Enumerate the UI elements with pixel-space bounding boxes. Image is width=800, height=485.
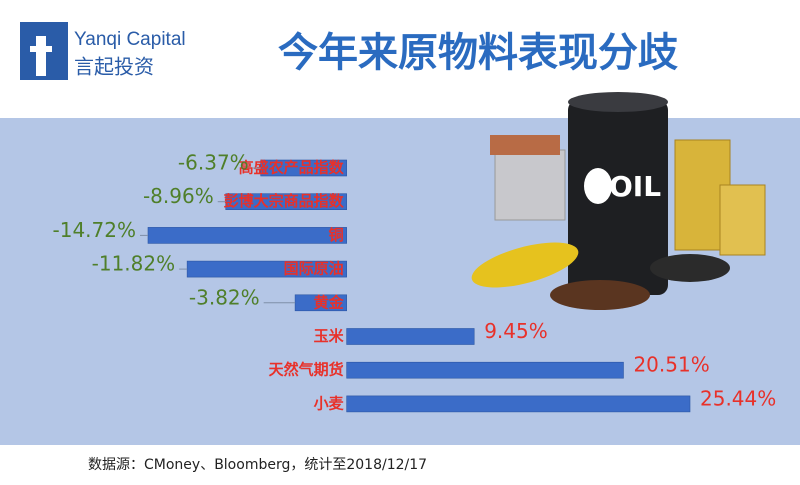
category-label: 高盛农产品指数 xyxy=(239,159,345,177)
category-label: 彭博大宗商品指数 xyxy=(224,192,345,210)
illustration-label: OIL xyxy=(609,170,661,203)
value-label: -14.72% xyxy=(53,218,136,242)
logo-chinese: 言起投资 xyxy=(74,55,154,79)
value-label: -8.96% xyxy=(143,184,214,208)
value-label: -11.82% xyxy=(92,252,175,276)
category-label: 天然气期货 xyxy=(269,361,344,379)
value-label: 20.51% xyxy=(633,353,709,377)
logo-name: Yanqi Capital xyxy=(74,29,186,50)
value-label: 25.44% xyxy=(700,386,776,410)
bar xyxy=(346,328,475,345)
category-label: 铜 xyxy=(329,226,344,244)
category-label: 小麦 xyxy=(314,394,345,412)
bar xyxy=(346,395,691,413)
chart-title: 今年来原物料表现分歧 xyxy=(278,30,678,76)
category-label: 玉米 xyxy=(314,327,345,345)
value-label: -6.37% xyxy=(178,151,249,175)
source-note: 数据源：CMoney、Bloomberg，统计至2018/12/17 xyxy=(88,457,427,473)
illustration: OIL xyxy=(471,92,766,310)
bar xyxy=(346,361,624,379)
value-label: 9.45% xyxy=(484,319,548,343)
category-label: 黄金 xyxy=(314,293,345,311)
logo-icon xyxy=(20,22,68,80)
bar xyxy=(147,227,347,244)
category-label: 国际原油 xyxy=(284,260,344,278)
value-label: -3.82% xyxy=(189,285,260,309)
